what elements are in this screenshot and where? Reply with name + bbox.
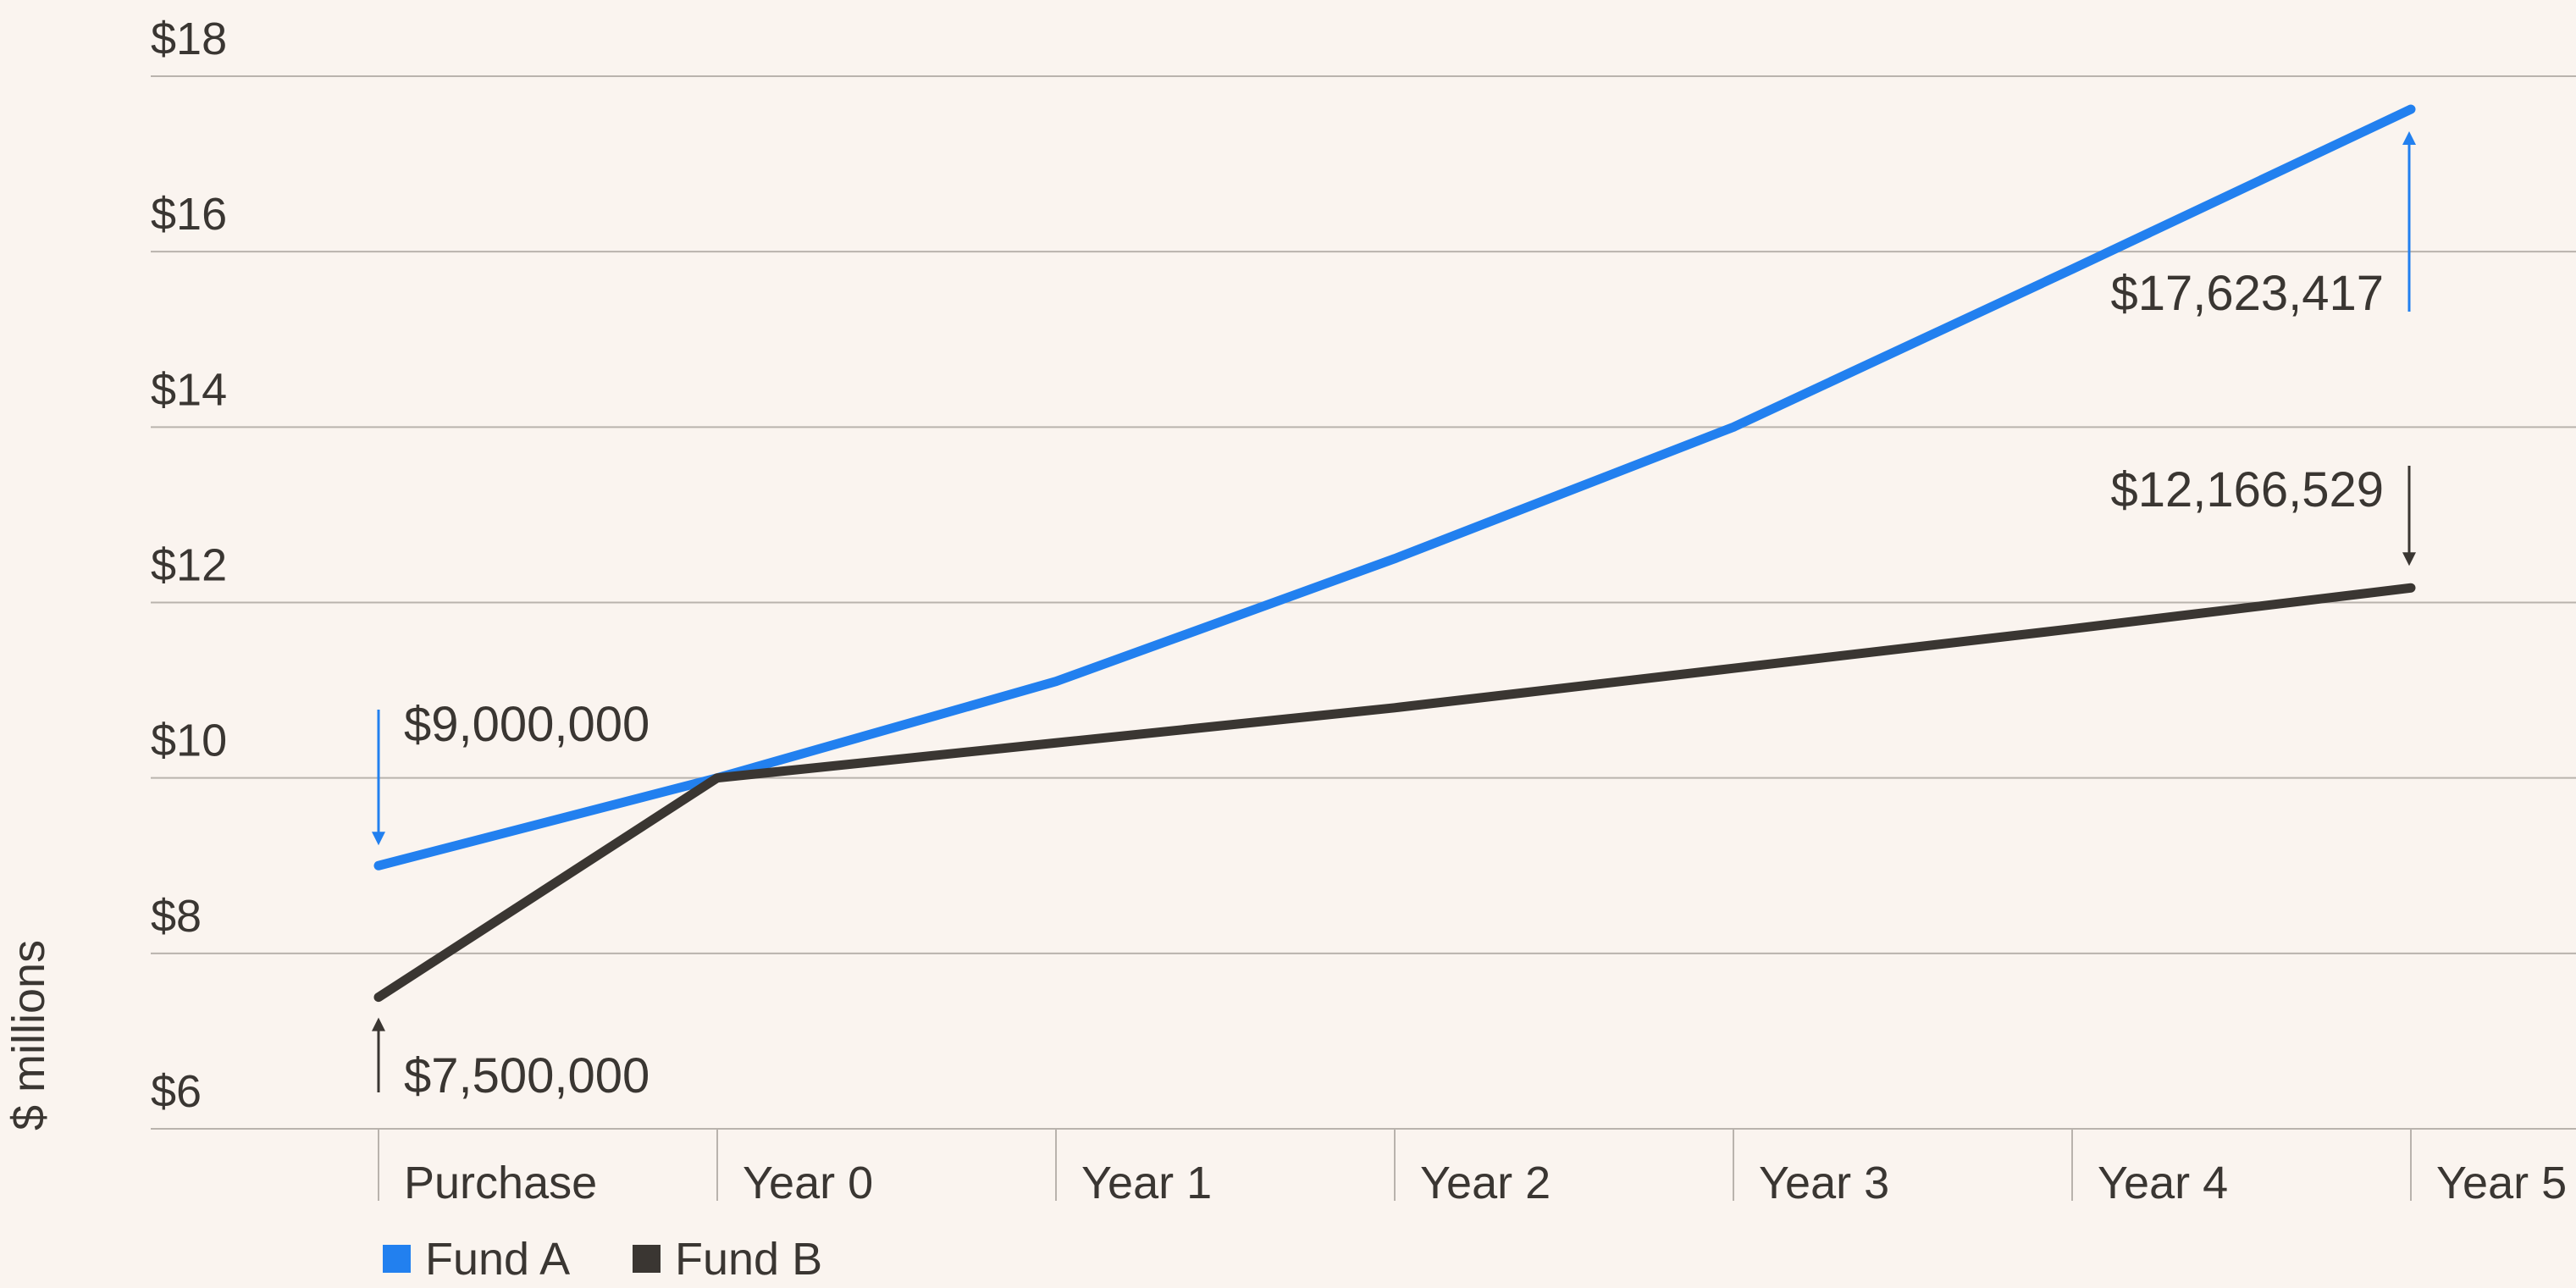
legend-item: Fund B [633, 1234, 822, 1285]
annotation-label: $9,000,000 [404, 697, 650, 752]
legend-swatch [383, 1245, 411, 1273]
x-tick-label: Year 2 [1420, 1158, 1551, 1208]
gridlines [151, 75, 2576, 1130]
x-axis-ticks: Purchase Year 0 Year 1 Year 2 Year 3 Year 4 Ye… [378, 1129, 2567, 1208]
annotation: $7,500,000 [372, 1017, 650, 1103]
annotation-arrow-head [372, 832, 385, 846]
legend-label: Fund B [675, 1234, 822, 1285]
annotation: $12,166,529 [2110, 462, 2416, 567]
annotation-label: $12,166,529 [2110, 462, 2384, 517]
x-tick-label: Year 4 [2098, 1158, 2228, 1208]
legend-swatch [633, 1245, 661, 1273]
x-tick-label: Year 0 [743, 1158, 873, 1208]
y-tick-label: $6 [151, 1066, 202, 1117]
series-line-1 [373, 583, 2416, 1003]
y-tick-label: $18 [151, 14, 227, 64]
y-tick-label: $8 [151, 891, 202, 942]
annotation-label: $17,623,417 [2110, 266, 2384, 321]
legend-label: Fund A [425, 1234, 570, 1285]
y-axis-ticks: $6 $8 $10 $12 $14 $16 $18 [151, 14, 227, 1117]
annotation-arrow-head [372, 1017, 385, 1031]
x-tick-label: Year 5 [2436, 1158, 2567, 1208]
y-axis-label: $ millions [3, 940, 54, 1130]
y-tick-label: $10 [151, 716, 227, 766]
legend: Fund A Fund B [383, 1234, 822, 1285]
x-tick-label: Purchase [404, 1158, 597, 1208]
series-line-0 [373, 104, 2416, 871]
x-tick-label: Year 1 [1081, 1158, 1212, 1208]
y-tick-label: $12 [151, 540, 227, 591]
annotation-arrow-head [2402, 552, 2416, 567]
annotation-label: $7,500,000 [404, 1048, 650, 1103]
series-lines [373, 104, 2416, 1003]
annotation: $17,623,417 [2110, 131, 2416, 321]
annotation: $9,000,000 [372, 697, 650, 846]
annotation-arrow-head [2402, 131, 2416, 146]
y-tick-label: $16 [151, 189, 227, 240]
annotations: $9,000,000 $7,500,000 $17,623,417 $12,166,5… [372, 131, 2416, 1103]
legend-item: Fund A [383, 1234, 570, 1285]
y-tick-label: $14 [151, 364, 227, 415]
x-tick-label: Year 3 [1759, 1158, 1889, 1208]
